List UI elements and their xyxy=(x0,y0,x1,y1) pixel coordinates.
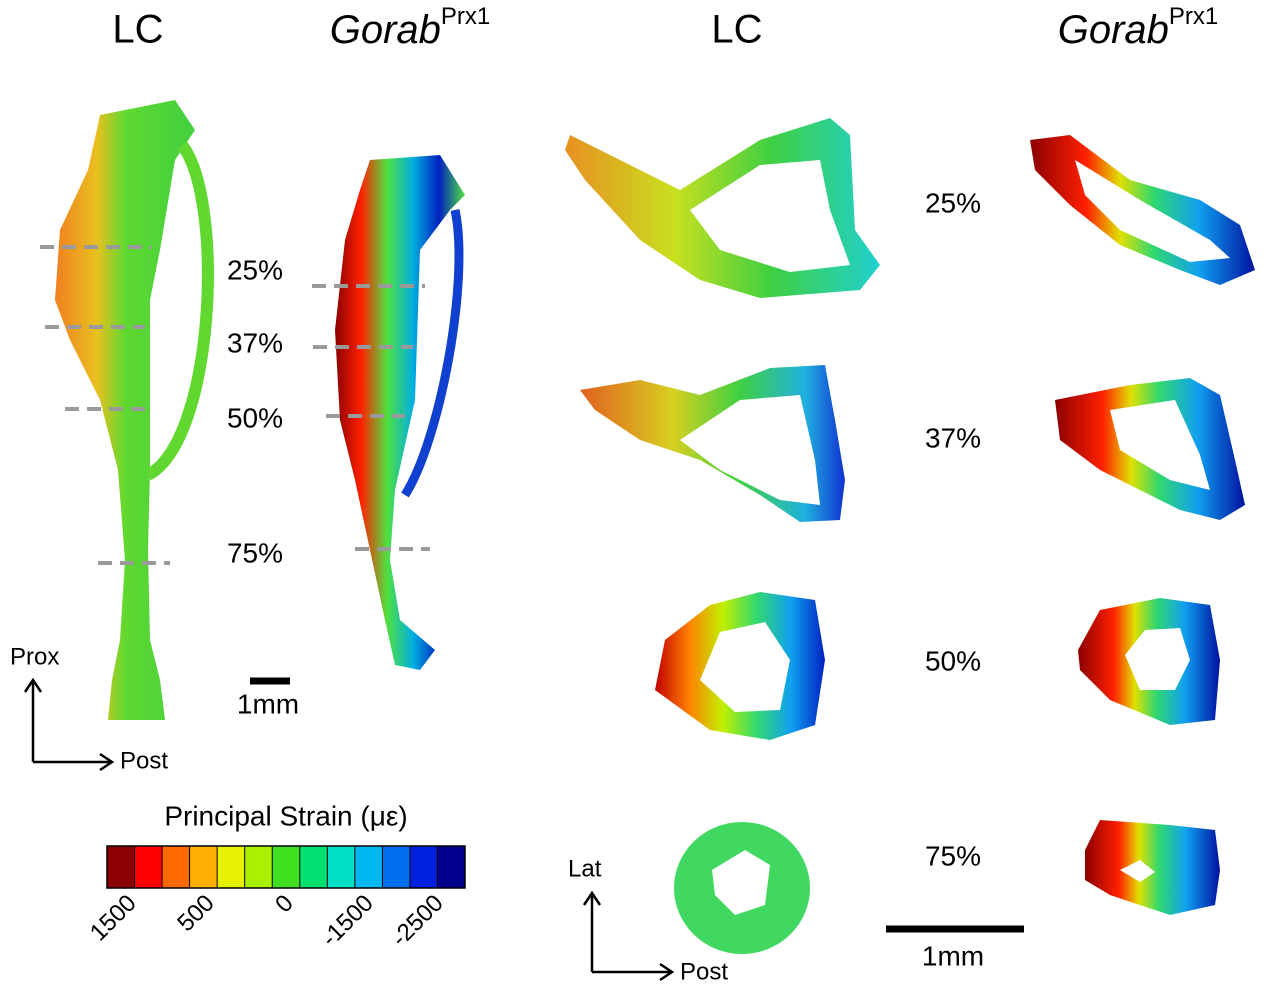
heading: GorabPrx1 xyxy=(330,3,491,51)
heading-main: Gorab xyxy=(330,8,441,52)
heading: LC xyxy=(112,8,163,52)
section-gorab-75 xyxy=(1085,820,1220,915)
colorbar-segment xyxy=(355,846,383,888)
colorbar-tick-label: -1500 xyxy=(316,890,379,953)
colorbar-tick-label: 1500 xyxy=(85,890,142,947)
orientation-axes xyxy=(584,893,672,980)
level-label: 50% xyxy=(227,402,283,433)
colorbar-segment xyxy=(190,846,218,888)
colorbar-segment xyxy=(245,846,273,888)
colorbar-tick-label: 500 xyxy=(172,890,219,937)
orientation-axes xyxy=(25,680,112,770)
level-label: 25% xyxy=(925,187,981,218)
level-label: 75% xyxy=(925,840,981,871)
colorbar-segment xyxy=(135,846,163,888)
colorbar-segment xyxy=(300,846,328,888)
colorbar-segment xyxy=(107,846,135,888)
heading: GorabPrx1 xyxy=(1058,3,1219,51)
level-label: 50% xyxy=(925,645,981,676)
colorbar-tick-label: -2500 xyxy=(386,890,449,953)
level-label: 75% xyxy=(227,537,283,568)
section-gorab-50 xyxy=(1078,598,1220,725)
colorbar: 1500 500 0 -1500-2500 xyxy=(85,846,466,952)
cross-sections xyxy=(565,118,1255,954)
section-gorab-37 xyxy=(1055,378,1245,520)
heading-sup: Prx1 xyxy=(1169,3,1218,30)
colorbar-title: Principal Strain (με) xyxy=(164,800,407,831)
section-lc-75 xyxy=(674,822,810,954)
section-lc-50 xyxy=(655,592,825,740)
colorbar-segment xyxy=(410,846,438,888)
heading-main: Gorab xyxy=(1058,8,1169,52)
bone-gorab xyxy=(335,155,465,670)
colorbar-segment xyxy=(162,846,190,888)
colorbar-tick-label: 0 xyxy=(270,890,299,919)
colorbar-segment xyxy=(217,846,245,888)
level-label: 37% xyxy=(925,422,981,453)
axis-label: Post xyxy=(680,958,728,985)
heading-sup: Prx1 xyxy=(441,3,490,30)
section-lc-25 xyxy=(565,118,880,298)
figure: LC GorabPrx1 LC GorabPrx1 25% 37% 50% 75… xyxy=(0,0,1266,988)
heading: LC xyxy=(711,8,762,52)
colorbar-segment xyxy=(327,846,355,888)
level-label: 25% xyxy=(227,254,283,285)
scale-label: 1mm xyxy=(237,688,299,719)
colorbar-segment xyxy=(272,846,300,888)
scale-label: 1mm xyxy=(922,940,984,971)
axis-label: Post xyxy=(120,747,168,774)
axis-label: Prox xyxy=(10,643,59,670)
colorbar-segment xyxy=(437,846,465,888)
axis-label: Lat xyxy=(568,855,602,882)
colorbar-segment xyxy=(382,846,410,888)
section-gorab-25 xyxy=(1030,135,1255,285)
level-label: 37% xyxy=(227,327,283,358)
section-lc-37 xyxy=(580,365,845,522)
